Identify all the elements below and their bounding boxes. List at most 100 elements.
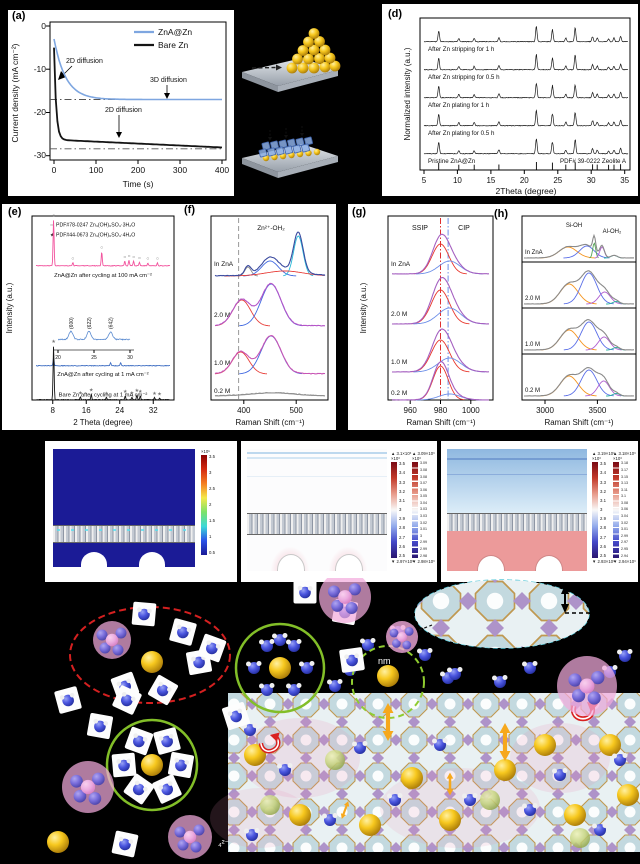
solvated-zn-cluster-red bbox=[69, 601, 231, 706]
panel-e-xtick: 8 bbox=[51, 406, 56, 415]
panel-g-ylabel: Intensity (a.u.) bbox=[359, 282, 368, 333]
cip-label: CIP bbox=[458, 225, 470, 232]
sim3-colorbar-1: ▲ 3.19×10³ ×10³ 3.5 3.4 3.3 3.2 3.1 3 2.9 2.8 2.… bbox=[592, 451, 615, 564]
inset-xtick: 30 bbox=[127, 355, 133, 361]
xrd-trace-label: After Zn stripping for 0.5 h bbox=[428, 74, 500, 81]
zn-oh2-label: Zn²⁺-OH₂ bbox=[257, 225, 285, 232]
panel-d-xtick: 20 bbox=[520, 176, 529, 185]
panel-ef-card: (e) (f) 8 16 24 32 2 Theta (degree) Inte… bbox=[2, 204, 336, 430]
g-trace-label: 2.0 M bbox=[391, 311, 407, 318]
xrd-trace-label: After Zn plating for 1 h bbox=[428, 102, 490, 109]
svg-text:○: ○ bbox=[71, 256, 74, 262]
colorbar-gradient bbox=[592, 462, 598, 559]
sulfate-ions bbox=[62, 578, 617, 859]
svg-text:★: ★ bbox=[78, 390, 83, 396]
panel-d: (d) 5 10 15 20 25 30 35 2Theta (degree) … bbox=[382, 4, 638, 196]
sim2-contour bbox=[247, 452, 387, 454]
colorbar-gradient bbox=[201, 455, 207, 556]
panel-f-xtick: 500 bbox=[290, 406, 304, 415]
zeolite-coating-lattice bbox=[258, 136, 313, 158]
legend-znazn: ZnA@Zn bbox=[158, 27, 192, 37]
panel-a-ytick: -20 bbox=[34, 107, 47, 117]
f-trace-label: 0.2 M bbox=[214, 388, 230, 395]
panel-d-chart: 5 10 15 20 25 30 35 2Theta (degree) Norm… bbox=[403, 17, 631, 196]
diffusion-arrow-icon bbox=[251, 64, 282, 71]
panel-a-annotations: 2D diffusion 3D diffusion 2D diffusion bbox=[58, 58, 187, 138]
panel-a-xtick: 100 bbox=[89, 165, 103, 175]
g-trace-label: In ZnA bbox=[391, 261, 411, 268]
sim2-colorbar-1: ▲ 3.1×10³ ×10³ 3.5 3.4 3.3 3.2 3.1 3 2.9 2.8 2.7… bbox=[391, 451, 414, 564]
panel-a-xtick: 200 bbox=[131, 165, 145, 175]
panel-e-ylabel: Intensity (a.u.) bbox=[5, 282, 14, 333]
sim1-flux-marks bbox=[57, 529, 191, 531]
panel-a-ytick: 0 bbox=[41, 21, 46, 31]
simulation-panel-3: ▲ 3.19×10³ ×10³ 3.5 3.4 3.3 3.2 3.1 3 2.9 2.8 2.… bbox=[441, 441, 638, 582]
panel-d-xtick: 5 bbox=[422, 176, 427, 185]
zn-deposition-illustration bbox=[242, 28, 341, 178]
pdf-legend-1: PDF#78-0247 Zn₄(OH)₆SO₄·3H₂O bbox=[56, 223, 135, 229]
annotation-3d: 3D diffusion bbox=[150, 77, 187, 84]
colorbar-gradient bbox=[412, 462, 418, 559]
xrd-trace-label: After Zn stripping for 1 h bbox=[428, 46, 495, 53]
panel-d-ylabel: Normalized intensity (a.u.) bbox=[403, 47, 412, 140]
sim1-electrode bbox=[53, 567, 195, 571]
panel-e-xtick: 16 bbox=[82, 406, 91, 415]
xrd-trace-label: Pristine ZnA@Zn bbox=[428, 158, 476, 165]
zeolite-slab bbox=[210, 693, 640, 852]
svg-text:★: ★ bbox=[152, 391, 157, 397]
inset-peak-label: (600) bbox=[69, 317, 75, 329]
colorbar-max: ▲ 3.1×10³ bbox=[391, 451, 412, 456]
sim1-zn-nucleus bbox=[81, 552, 107, 567]
panel-a-tag: (a) bbox=[12, 10, 26, 22]
desolvation-site bbox=[351, 645, 425, 719]
sim2-contour bbox=[247, 476, 387, 477]
svg-text:★: ★ bbox=[138, 389, 143, 395]
colorbar-ticks: 3.09 3.08 3.08 3.07 3.06 3.05 3.04 3.03 3.03 3.02… bbox=[420, 461, 427, 558]
g-trace-label: 0.2 M bbox=[391, 390, 407, 397]
inset-peak-label: (642) bbox=[109, 317, 115, 329]
mechanism-illustration: nm ₄²⁻ bbox=[47, 578, 640, 859]
colorbar-ticks: 3.5 3.4 3.3 3.2 3.1 3 2.9 2.8 2.7 2.6 2.5 bbox=[600, 461, 606, 558]
panel-f-xtick: 400 bbox=[237, 406, 251, 415]
sim2-zeolite-layer bbox=[247, 513, 387, 535]
svg-text:★: ★ bbox=[89, 388, 94, 394]
sim3-colorbar-2: ▲ 3.18×10³ ×10³ 3.18 3.17 3.15 3.13 3.11 3.1 3… bbox=[613, 451, 636, 564]
sulfate-ion-label: ₄²⁻ bbox=[218, 838, 230, 848]
colorbar-unit: ×10⁵ bbox=[201, 449, 211, 454]
svg-text:○: ○ bbox=[52, 213, 55, 219]
colorbar-ticks: 3.5 3 2.5 2 1.5 1 0.5 bbox=[209, 454, 215, 555]
panel-e-xtick: 24 bbox=[115, 406, 124, 415]
colorbar-unit: ×10³ bbox=[412, 456, 421, 462]
svg-text:○: ○ bbox=[127, 254, 130, 260]
sim2-contour bbox=[247, 457, 387, 459]
e-trace-label-blue: ZnA@Zn after cycling at 1 mA cm⁻² bbox=[57, 372, 148, 378]
plating-arrows-icon bbox=[269, 126, 303, 137]
pdf-legend-2: PDF#44-0673 Zn₄(OH)₆SO₄·4H₂O bbox=[56, 233, 135, 239]
colorbar-unit: ×10³ bbox=[592, 456, 601, 462]
panel-e-xlabel: 2 Theta (degree) bbox=[73, 418, 133, 427]
bare-zn-plate bbox=[242, 28, 341, 92]
simulation-panel-1: ×10⁵ 3.5 3 2.5 2 1.5 1 0.5 bbox=[45, 441, 237, 582]
legend-circle-marker: ○ bbox=[50, 223, 53, 229]
panel-d-xtick: 35 bbox=[620, 176, 629, 185]
h-trace-label: In ZnA bbox=[525, 250, 543, 256]
panel-g-tag: (g) bbox=[352, 206, 367, 218]
svg-text:○: ○ bbox=[146, 256, 149, 262]
colorbar-max: ▲ 3.19×10³ bbox=[592, 451, 615, 456]
panel-a-xtick: 300 bbox=[173, 165, 187, 175]
svg-text:○: ○ bbox=[132, 254, 135, 260]
znazn-plate bbox=[242, 126, 338, 178]
plating-arrowheads bbox=[268, 133, 304, 141]
e-trace-label-pink: ZnA@Zn after cycling at 100 mA cm⁻² bbox=[54, 273, 152, 279]
panel-e-chart: 8 16 24 32 2 Theta (degree) Intensity (a… bbox=[5, 213, 175, 427]
simulation-panel-2: ▲ 3.1×10³ ×10³ 3.5 3.4 3.3 3.2 3.1 3 2.9 2.8 2.7… bbox=[241, 441, 437, 582]
svg-text:○: ○ bbox=[156, 256, 159, 262]
colorbar-min: ▼ 2.93×10³ bbox=[592, 559, 615, 565]
panel-a-chart: 0 -10 -20 -30 0 100 200 300 400 Time (s)… bbox=[10, 21, 229, 189]
panel-e-tag: (e) bbox=[8, 206, 22, 218]
pore-size-label: nm bbox=[378, 656, 391, 666]
ssip-label: SSIP bbox=[412, 225, 428, 232]
svg-text:○: ○ bbox=[138, 255, 141, 261]
svg-text:○: ○ bbox=[100, 245, 103, 251]
